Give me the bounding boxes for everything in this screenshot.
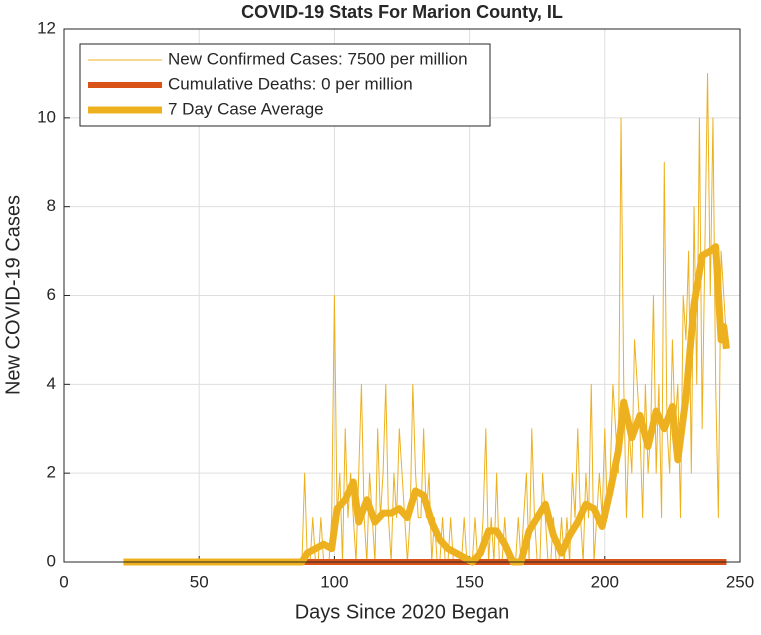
x-tick-label: 100 (320, 572, 348, 591)
y-tick-label: 12 (37, 18, 56, 37)
chart-title: COVID-19 Stats For Marion County, IL (241, 2, 563, 22)
y-tick-label: 8 (47, 196, 56, 215)
y-tick-label: 0 (47, 551, 56, 570)
x-tick-label: 250 (726, 572, 754, 591)
x-tick-label: 200 (591, 572, 619, 591)
x-tick-label: 50 (190, 572, 209, 591)
legend-label: Cumulative Deaths: 0 per million (168, 74, 413, 93)
legend-label: 7 Day Case Average (168, 99, 324, 118)
x-axis-label: Days Since 2020 Began (295, 601, 510, 623)
axes-box (63, 28, 741, 563)
y-tick-label: 6 (47, 285, 56, 304)
x-tick-label: 150 (455, 572, 483, 591)
legend-label: New Confirmed Cases: 7500 per million (168, 49, 468, 68)
x-tick-label: 0 (59, 572, 68, 591)
y-axis-label: New COVID-19 Cases (2, 195, 24, 395)
y-tick-label: 10 (37, 107, 56, 126)
y-tick-label: 4 (47, 374, 56, 393)
y-tick-label: 2 (47, 463, 56, 482)
